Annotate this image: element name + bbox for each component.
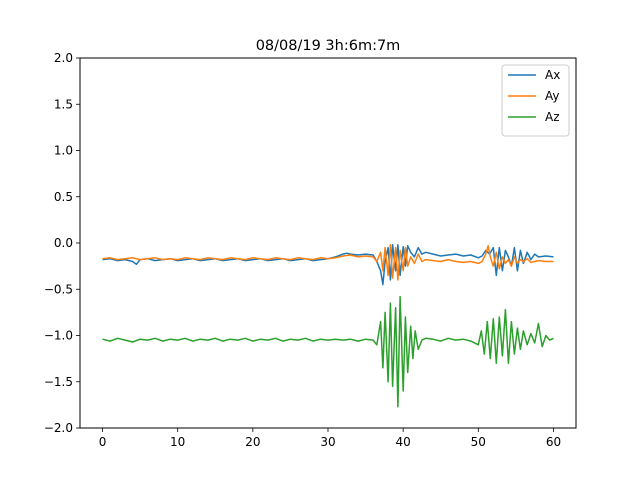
y-tick-label: −1.5 <box>44 375 73 389</box>
y-tick-label: 1.0 <box>54 144 73 158</box>
y-tick-label: −1.0 <box>44 329 73 343</box>
legend-box <box>501 64 570 137</box>
x-tick-label: 10 <box>170 435 185 449</box>
legend: Ax Ay Az <box>501 64 570 137</box>
series-line-ay <box>102 244 554 281</box>
y-tick-label: 1.5 <box>54 97 73 111</box>
legend-label-az: Az <box>545 110 560 124</box>
series-layer <box>102 244 554 408</box>
x-tick-label: 30 <box>320 435 335 449</box>
x-tick-label: 60 <box>546 435 561 449</box>
y-tick-label: −2.0 <box>44 421 73 435</box>
legend-label-ax: Ax <box>545 68 560 82</box>
x-tick-label: 20 <box>245 435 260 449</box>
y-tick-label: 0.5 <box>54 190 73 204</box>
y-tick-label: −0.5 <box>44 282 73 296</box>
chart-title: 08/08/19 3h:6m:7m <box>256 38 401 54</box>
series-line-az <box>102 295 554 408</box>
x-axis: 0 10 20 30 40 50 60 <box>99 428 561 449</box>
x-tick-label: 40 <box>396 435 411 449</box>
x-tick-label: 50 <box>471 435 486 449</box>
y-tick-label: 0.0 <box>54 236 73 250</box>
x-tick-label: 0 <box>99 435 107 449</box>
y-axis: −2.0 −1.5 −1.0 −0.5 0.0 0.5 1.0 1.5 2.0 <box>44 51 80 435</box>
legend-label-ay: Ay <box>545 89 560 103</box>
y-tick-label: 2.0 <box>54 51 73 65</box>
series-line-ax <box>102 244 554 286</box>
